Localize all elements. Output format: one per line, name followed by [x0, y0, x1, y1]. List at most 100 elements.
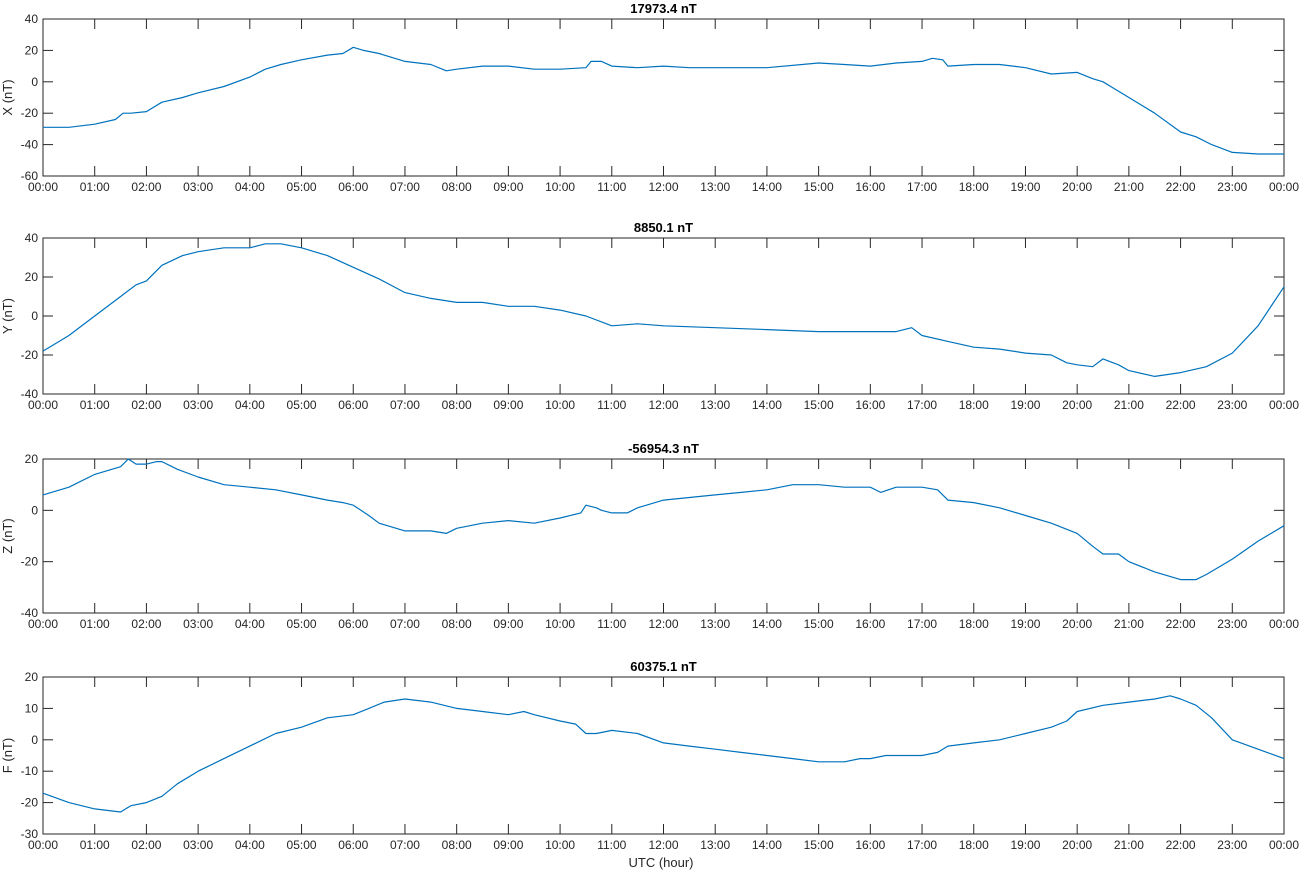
series-line-0: [43, 46, 1284, 155]
x-tick-label: 04:00: [235, 180, 265, 194]
x-tick-label: 14:00: [752, 617, 782, 631]
axes-box: [42, 237, 1285, 395]
axes-box: [42, 458, 1285, 614]
x-tick-label: 12:00: [648, 398, 678, 412]
x-tick-label: 20:00: [1062, 617, 1092, 631]
y-axis-title: X (nT): [0, 79, 15, 115]
x-tick-label: 05:00: [287, 180, 317, 194]
x-tick-label: 01:00: [80, 398, 110, 412]
x-tick-label: 11:00: [597, 617, 626, 631]
x-tick-label: 19:00: [1010, 398, 1040, 412]
x-tick-label: 10:00: [545, 180, 575, 194]
x-tick-label: 16:00: [855, 398, 885, 412]
x-tick-label: 00:00: [28, 617, 58, 631]
x-tick-label: 00:00: [1269, 180, 1299, 194]
x-tick-label: 08:00: [442, 398, 472, 412]
x-tick-label: 09:00: [493, 838, 523, 852]
y-tick-label: -20: [21, 348, 39, 362]
axes-box: [42, 676, 1285, 835]
x-tick-label: 16:00: [855, 617, 885, 631]
x-tick-label: 07:00: [390, 180, 420, 194]
y-tick-label: 40: [25, 12, 39, 26]
y-tick-label: 40: [25, 231, 39, 245]
x-tick-label: 09:00: [493, 617, 523, 631]
x-tick-label: 15:00: [804, 617, 834, 631]
panel-3: 00:00 01:00 02:00 03:00 04:00 05:00 06:00 07:00…: [0, 659, 1299, 852]
y-tick-label: -40: [21, 387, 39, 401]
x-tick-label: 11:00: [597, 180, 626, 194]
x-tick-label: 19:00: [1010, 838, 1040, 852]
x-tick-label: 23:00: [1217, 617, 1247, 631]
x-tick-label: 17:00: [907, 838, 937, 852]
x-tick-label: 00:00: [28, 180, 58, 194]
x-tick-label: 10:00: [545, 617, 575, 631]
x-tick-label: 08:00: [442, 838, 472, 852]
x-tick-label: 16:00: [855, 838, 885, 852]
panel-title: 60375.1 nT: [630, 659, 697, 674]
x-tick-label: 04:00: [235, 617, 265, 631]
x-tick-label: 01:00: [80, 617, 110, 631]
x-tick-label: 02:00: [131, 617, 161, 631]
x-tick-label: 18:00: [959, 180, 989, 194]
x-tick-label: 15:00: [804, 180, 834, 194]
x-tick-label: 03:00: [183, 398, 213, 412]
y-tick-label: 20: [25, 452, 39, 466]
x-tick-label: 07:00: [390, 617, 420, 631]
x-tick-label: 21:00: [1114, 617, 1144, 631]
x-tick-label: 06:00: [338, 398, 368, 412]
series-line-0: [42, 695, 1285, 813]
x-tick-label: 06:00: [338, 838, 368, 852]
y-tick-label: -40: [21, 138, 39, 152]
x-tick-label: 00:00: [1269, 838, 1299, 852]
x-tick-label: 00:00: [28, 838, 58, 852]
x-tick-label: 03:00: [183, 838, 213, 852]
y-axis-title: Y (nT): [0, 298, 15, 334]
x-tick-label: 14:00: [752, 838, 782, 852]
x-tick-label: 01:00: [80, 180, 110, 194]
y-tick-label: 0: [31, 75, 38, 89]
x-tick-label: 14:00: [752, 180, 782, 194]
x-tick-label: 18:00: [959, 617, 989, 631]
y-tick-label: 0: [31, 309, 38, 323]
x-tick-label: 15:00: [804, 398, 834, 412]
x-tick-label: 18:00: [959, 398, 989, 412]
x-tick-label: 06:00: [338, 617, 368, 631]
y-tick-label: -10: [21, 764, 39, 778]
x-tick-label: 01:00: [80, 838, 110, 852]
x-tick-label: 23:00: [1217, 838, 1247, 852]
x-tick-label: 23:00: [1217, 180, 1247, 194]
x-tick-label: 21:00: [1114, 180, 1144, 194]
y-tick-label: 20: [25, 270, 39, 284]
x-tick-label: 20:00: [1062, 180, 1092, 194]
x-tick-label: 20:00: [1062, 398, 1092, 412]
panel-1: 00:00 01:00 02:00 03:00 04:00 05:00 06:00 07:00…: [0, 220, 1299, 412]
x-tick-label: 13:00: [700, 180, 730, 194]
x-axis-title: UTC (hour): [628, 855, 693, 870]
x-tick-label: 23:00: [1217, 398, 1247, 412]
x-tick-label: 00:00: [28, 398, 58, 412]
y-tick-label: 0: [31, 503, 38, 517]
x-tick-label: 22:00: [1166, 838, 1196, 852]
x-tick-label: 05:00: [287, 398, 317, 412]
x-tick-label: 16:00: [855, 180, 885, 194]
series-line-0: [42, 243, 1285, 377]
x-tick-label: 20:00: [1062, 838, 1092, 852]
x-tick-label: 17:00: [907, 180, 937, 194]
x-tick-label: 13:00: [700, 838, 730, 852]
x-tick-label: 21:00: [1114, 398, 1144, 412]
y-tick-label: -20: [21, 796, 39, 810]
x-tick-label: 22:00: [1166, 398, 1196, 412]
x-tick-label: 02:00: [131, 838, 161, 852]
x-tick-label: 14:00: [752, 398, 782, 412]
y-tick-label: -40: [21, 606, 39, 620]
x-tick-label: 12:00: [648, 617, 678, 631]
x-tick-label: 09:00: [493, 180, 523, 194]
x-tick-label: 22:00: [1166, 180, 1196, 194]
x-tick-label: 12:00: [648, 180, 678, 194]
x-tick-label: 06:00: [338, 180, 368, 194]
x-tick-label: 04:00: [235, 838, 265, 852]
x-tick-label: 10:00: [545, 398, 575, 412]
y-tick-label: -60: [21, 169, 39, 183]
x-tick-label: 08:00: [442, 180, 472, 194]
panel-title: -56954.3 nT: [628, 441, 699, 456]
